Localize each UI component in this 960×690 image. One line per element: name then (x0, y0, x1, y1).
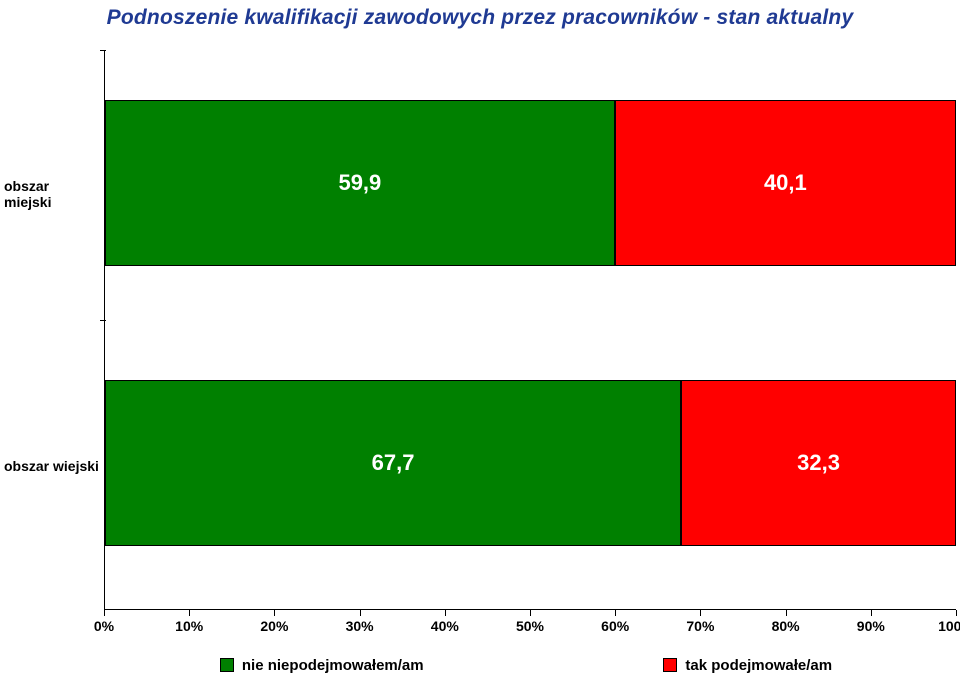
legend-swatch-icon (663, 658, 677, 672)
x-tick-label: 80% (772, 618, 800, 634)
x-tick-label: 20% (260, 618, 288, 634)
bar-segment: 32,3 (681, 380, 956, 546)
bar-row: 59,9 40,1 (105, 100, 956, 266)
x-tick-mark (956, 610, 957, 616)
bar-value-label: 32,3 (797, 450, 840, 476)
legend-item: nie niepodejmowałem/am (220, 657, 424, 674)
chart-container: obszar miejski obszar wiejski 59,9 40,1 … (4, 50, 956, 610)
legend: nie niepodejmowałem/am tak podejmowałe/a… (100, 650, 952, 680)
x-tick-label: 50% (516, 618, 544, 634)
x-tick-label: 70% (686, 618, 714, 634)
legend-item: tak podejmowałe/am (663, 657, 832, 674)
category-label: obszar wiejski (4, 458, 100, 474)
x-tick-mark (360, 610, 361, 616)
bar-row: 67,7 32,3 (105, 380, 956, 546)
x-tick-label: 0% (94, 618, 114, 634)
x-tick-mark (700, 610, 701, 616)
x-tick-label: 30% (346, 618, 374, 634)
x-axis-ticks: 0% 10% 20% 30% 40% 50% 60% 70% 80% 90% 1… (104, 610, 956, 638)
x-tick-label: 90% (857, 618, 885, 634)
x-tick-mark (274, 610, 275, 616)
plot-area: 59,9 40,1 67,7 32,3 (104, 50, 956, 610)
x-tick-mark (189, 610, 190, 616)
bar-segment: 59,9 (105, 100, 615, 266)
bar-segment: 67,7 (105, 380, 681, 546)
chart-title: Podnoszenie kwalifikacji zawodowych prze… (0, 0, 960, 30)
category-label: obszar miejski (4, 178, 100, 210)
x-tick-label: 10% (175, 618, 203, 634)
x-tick-mark (445, 610, 446, 616)
x-tick-mark (871, 610, 872, 616)
x-tick-label: 60% (601, 618, 629, 634)
bar-value-label: 59,9 (338, 170, 381, 196)
bar-segment: 40,1 (615, 100, 956, 266)
x-tick-label: 40% (431, 618, 459, 634)
legend-label: nie niepodejmowałem/am (242, 657, 424, 674)
bar-value-label: 67,7 (372, 450, 415, 476)
legend-swatch-icon (220, 658, 234, 672)
x-tick-mark (530, 610, 531, 616)
x-tick-label: 100% (938, 618, 960, 634)
x-tick-mark (615, 610, 616, 616)
x-tick-mark (786, 610, 787, 616)
legend-label: tak podejmowałe/am (685, 657, 832, 674)
x-tick-mark (104, 610, 105, 616)
bar-value-label: 40,1 (764, 170, 807, 196)
